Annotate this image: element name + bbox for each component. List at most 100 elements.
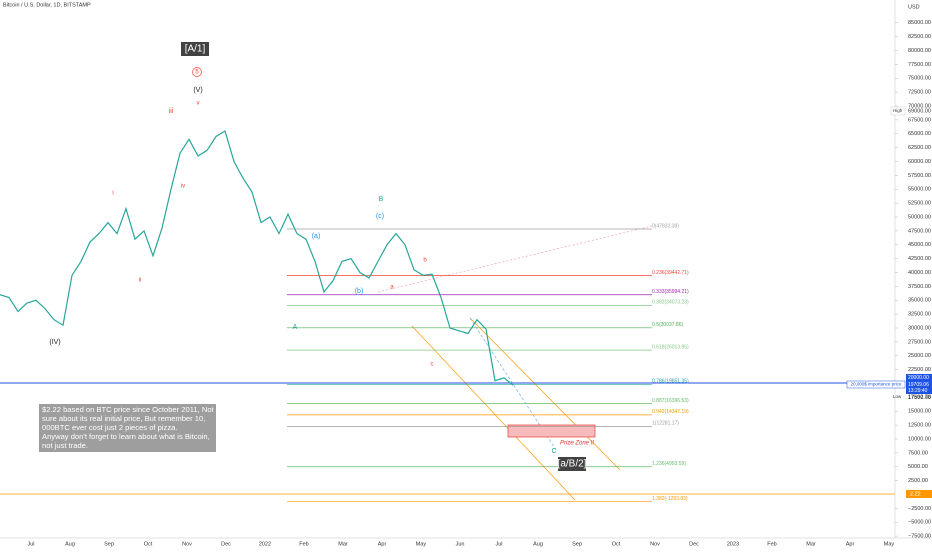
channel-line [469, 317, 621, 471]
wave-label: i [112, 191, 113, 197]
time-tick-label: Sep [104, 541, 114, 547]
wave-label: iii [169, 108, 174, 115]
price-tick-label: 5000.00 [908, 464, 928, 470]
price-tick-label: 77500.00 [908, 62, 931, 68]
price-tick-label: −2500.00 [908, 506, 931, 512]
price-tick-label: 52500.00 [908, 201, 931, 207]
high-tag [890, 106, 906, 116]
note: $2.22 based on BTC price since October 2… [42, 405, 215, 450]
price-tick-label: −5000.00 [908, 520, 931, 526]
price-tick-label: 65000.00 [908, 131, 931, 137]
time-tick-label: May [884, 541, 895, 547]
wave-label: c [431, 362, 434, 368]
time-tick-label: Feb [299, 541, 308, 547]
wave-label: B [379, 196, 384, 203]
price-tick-label: 50000.00 [908, 214, 931, 220]
price-tick-label: 12500.00 [908, 423, 931, 429]
projection-line [377, 225, 653, 293]
note-box [39, 404, 216, 452]
fib-label: 0.236(39442.71) [652, 270, 689, 276]
zone-label: Prize Zone II [560, 441, 594, 447]
fib-label: 0.382(34073.23) [652, 300, 689, 306]
price-tick-label: 70000.00 [908, 103, 931, 109]
wave-label: C [551, 448, 556, 455]
importance-label: 20,000$ importance price [851, 382, 902, 387]
time-tick-label: Feb [767, 541, 776, 547]
importance-tag [846, 380, 906, 389]
price-tick-label: 27500.00 [908, 339, 931, 345]
fib-label: 1.236(4993.59) [652, 461, 686, 467]
fib-label: 0.942(14347.19) [652, 409, 689, 415]
price-tick-label: 32500.00 [908, 312, 931, 318]
high-label: High [893, 108, 903, 113]
time-tick-label: Jul [495, 541, 502, 547]
price-tick-label: 72500.00 [908, 90, 931, 96]
price-tick-label: 60000.00 [908, 159, 931, 165]
price-tick-label: 45000.00 [908, 242, 931, 248]
price-tick-label: 42500.00 [908, 256, 931, 262]
note-line: not just trade. [42, 441, 88, 450]
time-tick-label: Nov [182, 541, 192, 547]
note-line: 000BTC ever cost just 2 pieces of pizza. [42, 423, 178, 432]
wave-label: a [390, 285, 394, 291]
time-tick-label: Nov [650, 541, 660, 547]
fib-label: 1.382(-1293.83) [652, 496, 688, 502]
price-tick-label: 2500.00 [908, 478, 928, 484]
time-tick-label: Dec [689, 541, 699, 547]
fib-label: 0.333(35994.21) [652, 289, 689, 295]
time-tick-label: 2022 [259, 541, 271, 547]
pizza-price: 2.22 [910, 491, 921, 497]
time-tick-label: Sep [572, 541, 582, 547]
note-line: $2.22 based on BTC price since October 2… [42, 405, 215, 414]
wave-label: v [197, 101, 200, 107]
time-tick-label: Aug [533, 541, 543, 547]
note-line: Anyway don't forget to learn about what … [42, 432, 210, 441]
wave-label: 5 [195, 70, 199, 76]
price-tick-label: 7500.00 [908, 450, 928, 456]
time-tick-label: Apr [846, 541, 855, 547]
time-tick-label: May [416, 541, 427, 547]
price-tick-label: 47500.00 [908, 228, 931, 234]
price-tick-label: 17500.00 [908, 395, 931, 401]
wave-label: A [293, 324, 298, 331]
last-price: 19709.06 [908, 382, 929, 388]
fib-label: 0.618(26013.95) [652, 344, 689, 350]
price-tick-label: 30000.00 [908, 325, 931, 331]
price-tick-label: 22500.00 [908, 367, 931, 373]
wave-box [181, 42, 209, 56]
price-tick-label: 15000.00 [908, 409, 931, 415]
currency: USD [908, 4, 920, 10]
price-tick-label: 40000.00 [908, 270, 931, 276]
prize-zone [507, 424, 596, 438]
channel-line [411, 325, 576, 501]
time-tick-label: Jun [456, 541, 465, 547]
time-tick-label: 2023 [727, 541, 739, 547]
time-tick-label: Dec [221, 541, 231, 547]
fib-label: 1(12281.17) [652, 421, 679, 427]
wave-box [558, 457, 586, 471]
price-tick-label: 35000.00 [908, 298, 931, 304]
price-tick-label: 55000.00 [908, 187, 931, 193]
price-tick-label: −7500.00 [908, 534, 931, 540]
wave-label: iv [181, 184, 185, 190]
price-tick-label: 37500.00 [908, 284, 931, 290]
price-tick-label: 67500.00 [908, 117, 931, 123]
fib-label: 0.887(16396.53) [652, 398, 689, 404]
fib-label: 0.786(19851.35) [652, 379, 689, 385]
low-label: Low [893, 394, 902, 399]
price-tick-label: 62500.00 [908, 145, 931, 151]
symbol: Bitcoin / U.S. Dollar, 1D, BITSTAMP [3, 2, 91, 8]
low-price: 17592.78 [908, 394, 931, 400]
time-tick-label: Jul [27, 541, 34, 547]
time-tick-label: Mar [806, 541, 816, 547]
wave-label: (b) [355, 288, 364, 295]
price-tick-label: 10000.00 [908, 436, 931, 442]
fib-label: 0(47832.39) [652, 223, 679, 229]
importance-price: 20000.00 [908, 375, 929, 381]
wave-label: (IV) [49, 339, 60, 346]
pizza-price-tag [906, 490, 932, 498]
time-tick-label: Mar [338, 541, 348, 547]
